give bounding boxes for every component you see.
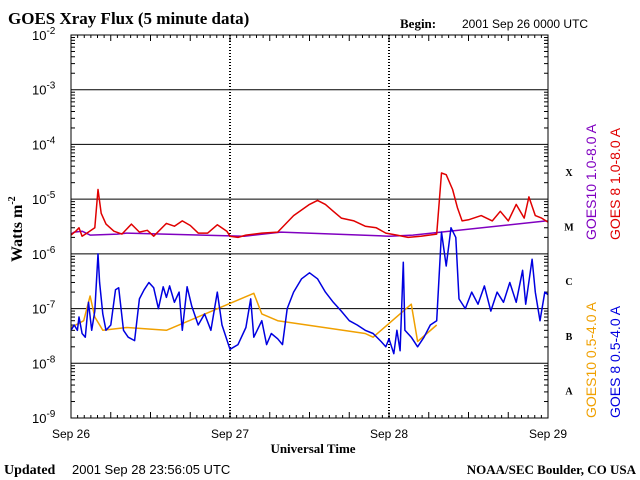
ylabel: Watts m-2 <box>7 196 26 262</box>
footer-updated-prefix: Updated <box>4 463 56 478</box>
ylabel-text: Watts m <box>9 204 26 262</box>
y-tick-label-6: 10-8 <box>32 354 56 371</box>
flare-class-M: M <box>564 223 574 234</box>
y-tick-label-3: 10-5 <box>32 190 56 207</box>
chart-title: GOES Xray Flux (5 minute data) <box>8 9 249 28</box>
legend-entry-0: GOES10 1.0-8.0 A <box>583 123 599 240</box>
plot-frame <box>70 34 549 419</box>
footer-updated-value: 2001 Sep 28 23:56:05 UTC <box>72 462 230 477</box>
series-line-3 <box>70 227 549 355</box>
x-tick-label-2: Sep 28 <box>370 427 408 441</box>
series-line-0 <box>70 220 547 237</box>
x-tick-label-3: Sep 29 <box>529 427 567 441</box>
begin-value: 2001 Sep 26 0000 UTC <box>462 17 588 31</box>
y-tick-label-7: 10-9 <box>32 409 56 426</box>
y-tick-label-0: 10-2 <box>32 26 56 43</box>
flare-class-B: B <box>566 332 573 343</box>
flare-class-X: X <box>565 168 573 179</box>
x-tick-label-0: Sep 26 <box>52 427 90 441</box>
x-tick-label-1: Sep 27 <box>211 427 249 441</box>
legend-entry-2: GOES10 0.5-4.0 A <box>583 301 599 418</box>
flare-class-A: A <box>565 387 573 398</box>
plot-grid <box>71 35 548 418</box>
y-tick-labels: 10-2 10-3 10-4 10-5 10-6 10-7 10-8 10-9 <box>32 26 56 426</box>
y-tick-label-1: 10-3 <box>32 81 56 98</box>
xlabel: Universal Time <box>270 441 355 456</box>
flare-class-labels: X M C B A <box>564 168 574 398</box>
flare-class-C: C <box>565 277 572 288</box>
footer-source: NOAA/SEC Boulder, CO USA <box>467 462 637 477</box>
y-tick-label-2: 10-4 <box>32 135 56 152</box>
x-tick-labels: Sep 26 Sep 27 Sep 28 Sep 29 <box>52 427 567 441</box>
y-tick-label-4: 10-6 <box>32 245 56 262</box>
series-line-1 <box>70 172 549 239</box>
legend-entry-3: GOES 8 0.5-4.0 A <box>607 305 623 418</box>
begin-label: Begin: <box>400 16 436 31</box>
svg-text:Watts m-2: Watts m-2 <box>7 196 26 262</box>
y-tick-label-5: 10-7 <box>32 300 56 317</box>
series-line-2 <box>70 292 438 343</box>
legend: GOES10 1.0-8.0 A GOES 8 1.0-8.0 A GOES10 0… <box>583 123 623 418</box>
legend-entry-1: GOES 8 1.0-8.0 A <box>607 127 623 240</box>
series-group <box>70 172 549 355</box>
ylabel-superscript: -2 <box>7 196 18 204</box>
